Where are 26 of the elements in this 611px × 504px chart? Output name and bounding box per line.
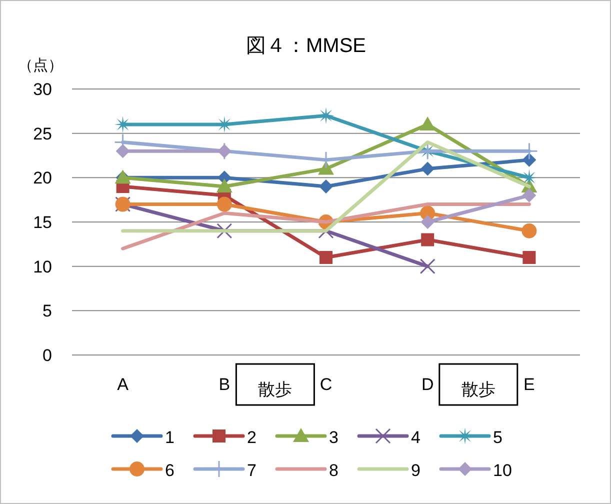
x-tick-label: B: [218, 375, 230, 394]
legend-label: 6: [165, 461, 174, 480]
annotation-box: 散歩: [438, 363, 518, 406]
y-tick-label: 30: [33, 80, 52, 99]
legend-label: 7: [247, 461, 256, 480]
y-axis-title: （点）: [18, 57, 63, 74]
legend-label: 3: [329, 428, 338, 447]
legend-label: 4: [411, 428, 420, 447]
y-tick-label: 25: [33, 124, 52, 144]
legend-label: 8: [329, 461, 338, 480]
chart-title: 図４：MMSE: [246, 35, 366, 57]
x-tick-label: A: [117, 375, 130, 394]
legend-label: 5: [493, 428, 502, 447]
legend-label: 10: [493, 461, 512, 480]
legend-label: 2: [247, 428, 256, 447]
x-tick-label: C: [320, 375, 332, 394]
y-tick-label: 10: [33, 257, 52, 276]
x-tick-label: E: [524, 375, 535, 394]
x-tick-label: D: [421, 375, 434, 394]
annotation-box: 散歩: [235, 363, 315, 406]
y-tick-label: 5: [42, 302, 52, 321]
y-tick-label: 0: [42, 346, 52, 365]
legend-label: 9: [411, 461, 420, 480]
y-tick-label: 20: [33, 168, 52, 188]
y-tick-label: 15: [33, 213, 52, 232]
legend-label: 1: [165, 428, 174, 447]
